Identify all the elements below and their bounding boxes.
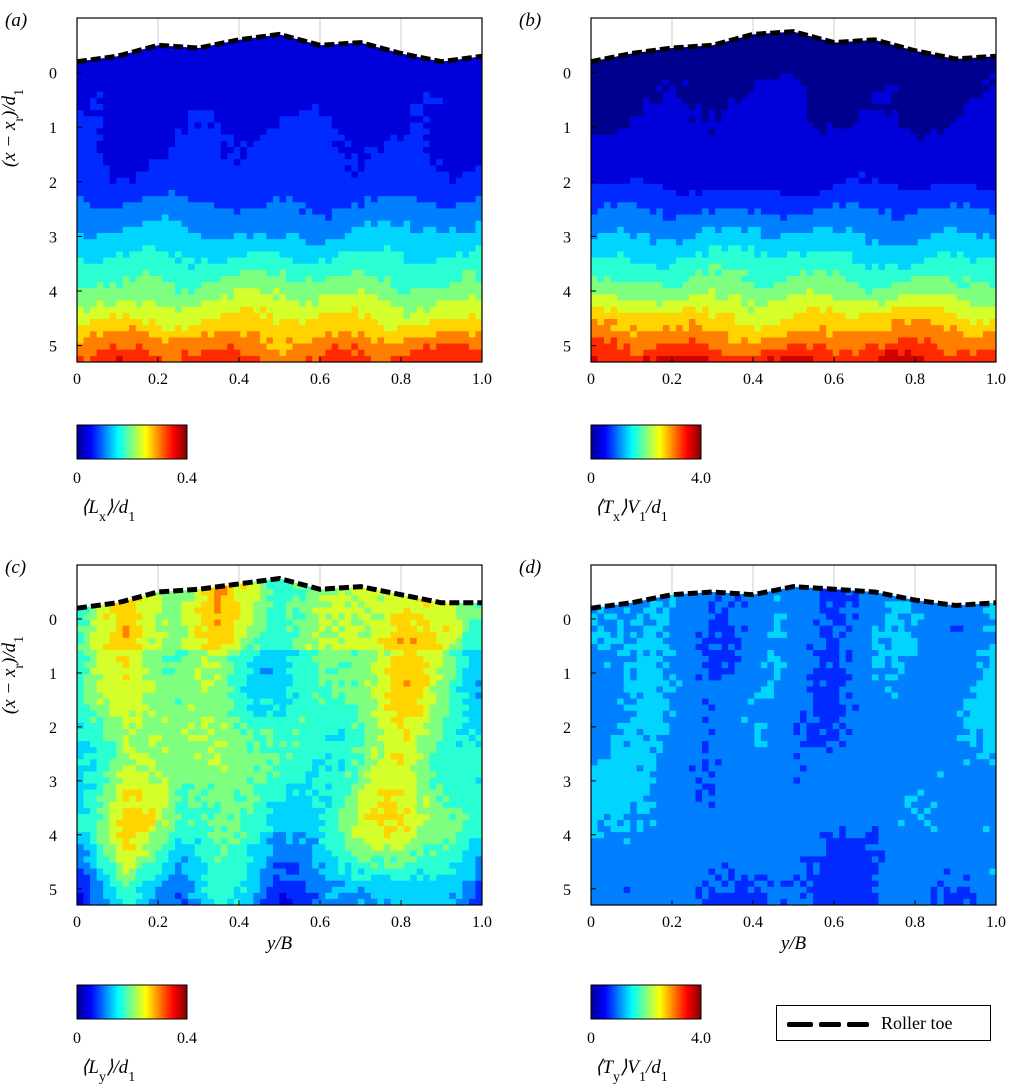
y-axis-label: (x − xr)/d1 bbox=[0, 89, 27, 167]
x-tick-label: 0.4 bbox=[743, 914, 763, 931]
x-tick-label: 1.0 bbox=[472, 914, 492, 931]
panel-c: 0 0.2 0.4 0.6 0.8 1.0 0 1 2 3 4 5 (c) (x − xr)/d1 y/B 0… bbox=[0, 557, 492, 1085]
y-tick-label: 0 bbox=[563, 612, 571, 629]
y-tick-label: 2 bbox=[49, 175, 57, 192]
y-tick-label: 1 bbox=[49, 120, 57, 137]
contour-field bbox=[591, 565, 997, 906]
colorbar-max-label: 0.4 bbox=[177, 1030, 197, 1047]
x-tick-label: 0 bbox=[587, 371, 595, 388]
x-tick-label: 0.8 bbox=[905, 914, 925, 931]
x-tick-label: 0 bbox=[587, 914, 595, 931]
x-tick-label: 0.2 bbox=[148, 914, 168, 931]
y-tick-label: 1 bbox=[563, 120, 571, 137]
roller-toe-legend: Roller toe bbox=[776, 1005, 991, 1041]
y-tick-label: 2 bbox=[563, 720, 571, 737]
y-tick-label: 0 bbox=[49, 612, 57, 629]
contour-field bbox=[77, 18, 483, 363]
y-tick-label: 5 bbox=[563, 882, 571, 899]
panel-a: 0 0.2 0.4 0.6 0.8 1.0 0 1 2 3 4 5 (a) (x − xr)/d1 0 0.4… bbox=[0, 10, 492, 525]
colorbar bbox=[77, 985, 187, 1019]
colorbar bbox=[591, 425, 701, 459]
x-tick-label: 1.0 bbox=[986, 371, 1006, 388]
x-tick-label: 0 bbox=[73, 914, 81, 931]
panel-label: (a) bbox=[5, 10, 27, 31]
panel-label: (d) bbox=[519, 557, 541, 578]
x-tick-label: 0.2 bbox=[662, 914, 682, 931]
y-tick-label: 2 bbox=[563, 175, 571, 192]
colorbar-min-label: 0 bbox=[73, 470, 81, 487]
x-tick-label: 0.2 bbox=[148, 371, 168, 388]
legend-dash-2 bbox=[819, 1022, 841, 1027]
colorbar-label: ⟨Ty⟩V1/d1 bbox=[595, 1057, 668, 1085]
x-tick-label: 1.0 bbox=[986, 914, 1006, 931]
y-tick-label: 5 bbox=[563, 339, 571, 356]
x-tick-label: 0.6 bbox=[824, 914, 844, 931]
colorbar-max-label: 0.4 bbox=[177, 470, 197, 487]
x-tick-label: 0.4 bbox=[743, 371, 763, 388]
colorbar-max-label: 4.0 bbox=[691, 470, 711, 487]
y-tick-label: 0 bbox=[563, 66, 571, 83]
x-axis-label: y/B bbox=[265, 933, 293, 954]
x-tick-label: 0.2 bbox=[662, 371, 682, 388]
x-tick-label: 0 bbox=[73, 371, 81, 388]
y-tick-label: 2 bbox=[49, 720, 57, 737]
contour-field bbox=[591, 18, 997, 363]
colorbar-min-label: 0 bbox=[587, 1030, 595, 1047]
legend-dash-1 bbox=[787, 1022, 813, 1027]
panel-label: (c) bbox=[5, 557, 26, 578]
y-tick-label: 3 bbox=[563, 229, 571, 246]
y-tick-label: 4 bbox=[49, 828, 57, 845]
x-axis-label: y/B bbox=[779, 933, 807, 954]
x-tick-label: 0.8 bbox=[391, 371, 411, 388]
y-tick-label: 1 bbox=[563, 666, 571, 683]
colorbar bbox=[591, 985, 701, 1019]
panel-b: 0 0.2 0.4 0.6 0.8 1.0 0 1 2 3 4 5 (b) 0 4.0 ⟨Tx⟩V1/d1 bbox=[519, 10, 1006, 525]
contour-field bbox=[77, 565, 483, 906]
y-tick-label: 3 bbox=[49, 774, 57, 791]
colorbar bbox=[77, 425, 187, 459]
x-tick-label: 1.0 bbox=[472, 371, 492, 388]
y-axis-label: (x − xr)/d1 bbox=[0, 636, 27, 714]
y-tick-label: 4 bbox=[563, 284, 571, 301]
y-tick-label: 5 bbox=[49, 882, 57, 899]
y-tick-label: 1 bbox=[49, 666, 57, 683]
x-tick-label: 0.6 bbox=[310, 914, 330, 931]
panel-label: (b) bbox=[519, 10, 541, 31]
x-tick-label: 0.8 bbox=[391, 914, 411, 931]
y-tick-label: 3 bbox=[563, 774, 571, 791]
x-tick-label: 0.6 bbox=[824, 371, 844, 388]
colorbar-label: ⟨Tx⟩V1/d1 bbox=[595, 497, 668, 525]
x-tick-label: 0.4 bbox=[229, 371, 249, 388]
y-tick-label: 0 bbox=[49, 66, 57, 83]
legend-dash-3 bbox=[847, 1022, 869, 1027]
colorbar-label: ⟨Lx⟩/d1 bbox=[81, 497, 135, 525]
y-tick-label: 5 bbox=[49, 339, 57, 356]
y-tick-label: 3 bbox=[49, 229, 57, 246]
x-tick-label: 0.4 bbox=[229, 914, 249, 931]
colorbar-max-label: 4.0 bbox=[691, 1030, 711, 1047]
y-tick-label: 4 bbox=[49, 284, 57, 301]
colorbar-min-label: 0 bbox=[73, 1030, 81, 1047]
y-tick-label: 4 bbox=[563, 828, 571, 845]
legend-label: Roller toe bbox=[881, 1013, 952, 1034]
x-tick-label: 0.8 bbox=[905, 371, 925, 388]
colorbar-min-label: 0 bbox=[587, 470, 595, 487]
colorbar-label: ⟨Ly⟩/d1 bbox=[81, 1057, 135, 1085]
x-tick-label: 0.6 bbox=[310, 371, 330, 388]
